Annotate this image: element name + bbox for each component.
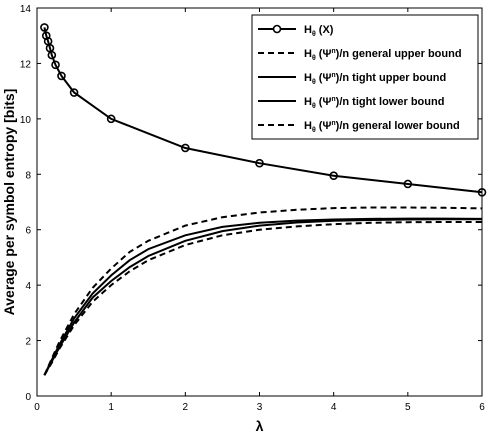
- x-tick-label: 4: [331, 402, 337, 413]
- data-point-marker: [181, 143, 190, 153]
- x-axis-label: λ: [256, 418, 264, 434]
- data-point-marker: [329, 171, 338, 180]
- series-line-4: [43, 221, 482, 376]
- x-tick-label: 1: [108, 402, 114, 413]
- legend-entry-label: Hθ (Ψn)/n general lower bound: [304, 120, 460, 134]
- y-tick-label: 10: [20, 115, 32, 126]
- y-tick-label: 2: [25, 337, 31, 348]
- y-tick-label: 0: [25, 392, 31, 403]
- data-point-marker: [41, 31, 51, 41]
- x-tick-label: 5: [405, 402, 411, 413]
- data-point-marker: [106, 114, 116, 124]
- y-axis-label: Average per symbol entropy [bits]: [1, 89, 17, 316]
- series-line-3: [43, 218, 482, 376]
- legend: Hθ (X) Hθ (Ψn)/n general upper bound Hθ (Ψ…: [251, 14, 479, 140]
- legend-entry-label: Hθ (Ψn)/n tight lower bound: [304, 96, 444, 110]
- legend-marker: [272, 24, 282, 34]
- plot-marks: [40, 23, 487, 376]
- y-tick-label: 8: [25, 170, 31, 181]
- legend-entry-label: Hθ (X): [304, 24, 334, 38]
- series-line-2: [43, 217, 483, 376]
- data-point-marker: [255, 158, 264, 168]
- legend-entry-label: Hθ (Ψn)/n general upper bound: [304, 48, 462, 62]
- y-tick-label: 4: [25, 281, 31, 292]
- data-point-marker: [40, 23, 49, 32]
- y-tick-label: 12: [20, 59, 32, 70]
- data-point-marker: [57, 71, 66, 81]
- x-tick-label: 3: [257, 402, 263, 413]
- series-line-0: [43, 27, 483, 194]
- x-tick-label: 0: [34, 402, 40, 413]
- data-point-marker: [51, 60, 60, 70]
- series-line-1: [43, 206, 483, 376]
- y-tick-label: 14: [20, 4, 32, 15]
- x-tick-label: 2: [183, 402, 189, 413]
- x-tick-label: 6: [479, 402, 485, 413]
- legend-entry-label: Hθ (Ψn)/n tight upper bound: [304, 72, 446, 86]
- data-point-marker: [69, 88, 79, 97]
- data-point-marker: [403, 179, 413, 189]
- data-point-marker: [47, 50, 57, 60]
- y-tick-label: 6: [25, 226, 31, 237]
